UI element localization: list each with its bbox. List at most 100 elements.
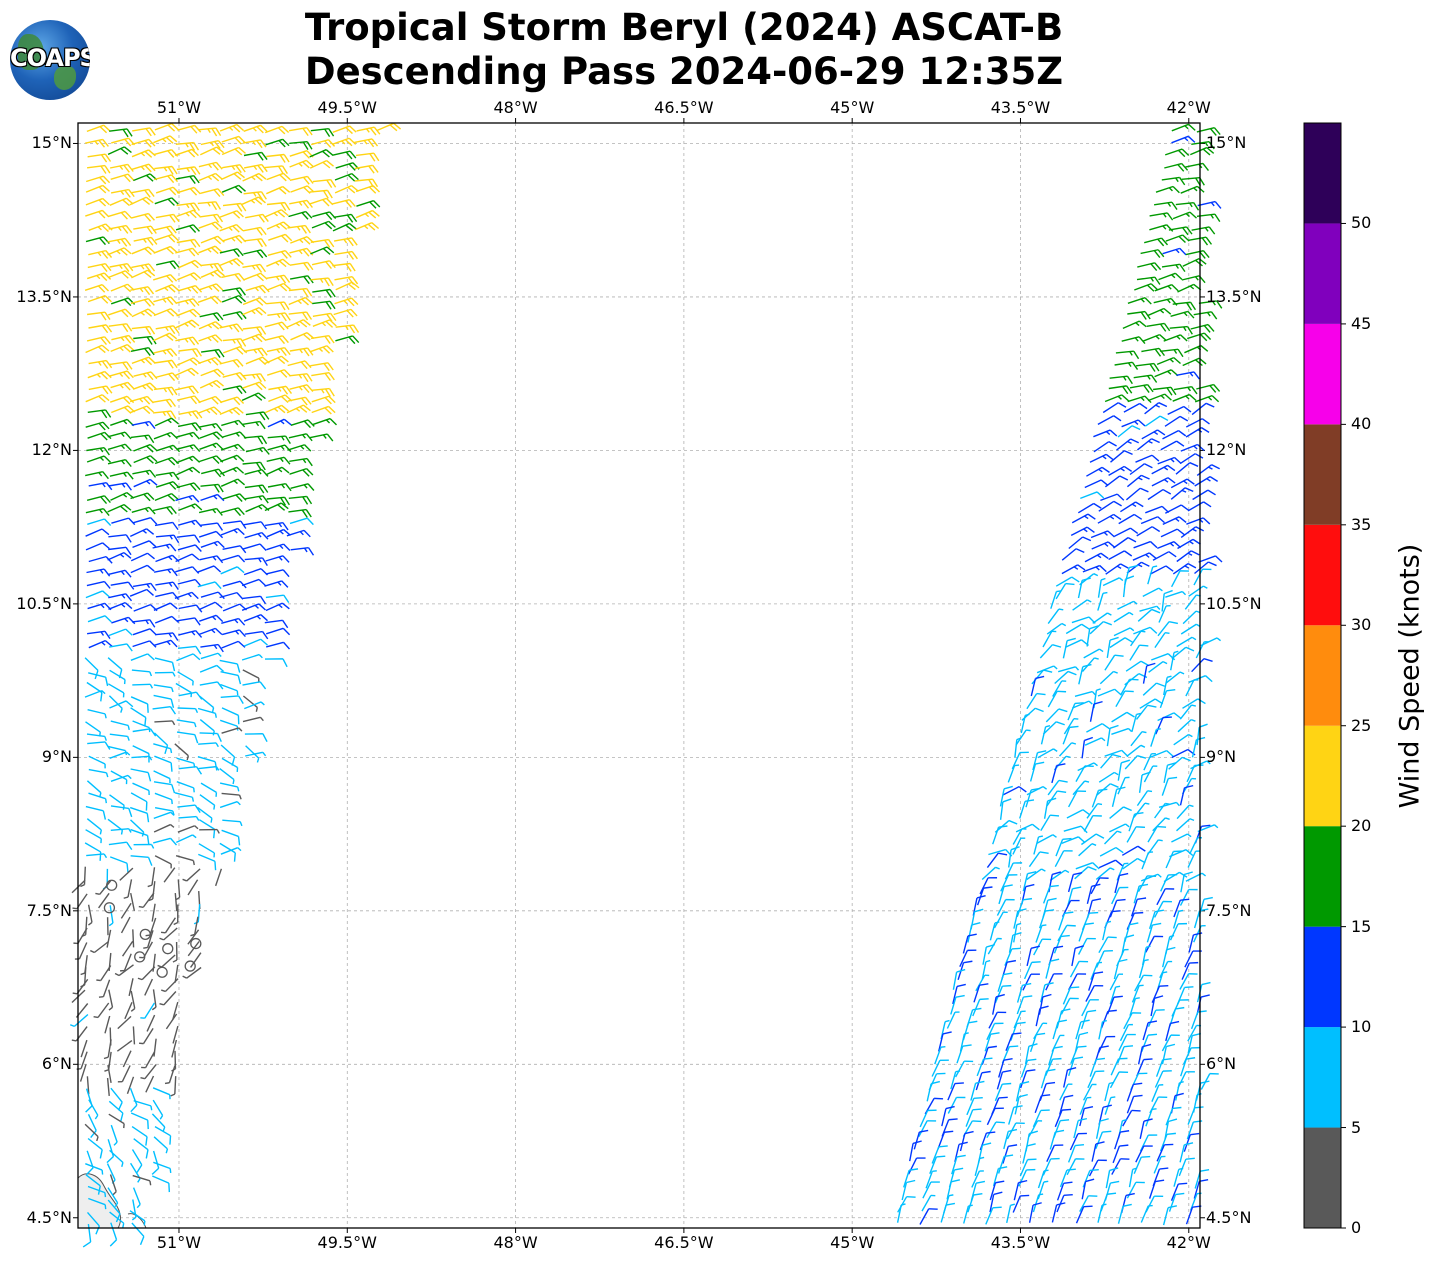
barb-full-feather	[1095, 833, 1105, 839]
barb-full-feather	[1167, 477, 1176, 484]
wind-barb	[107, 210, 132, 220]
barb-full-feather	[967, 949, 977, 952]
wind-barb	[131, 356, 156, 366]
barb-staff	[354, 164, 373, 170]
barb-full-feather	[1015, 1122, 1025, 1125]
barb-half-feather	[1038, 835, 1044, 838]
wind-barb	[896, 1203, 906, 1223]
wind-barb	[1013, 908, 1027, 929]
barb-staff	[1063, 718, 1075, 735]
barb-full-feather	[148, 540, 157, 548]
wind-barb	[1127, 395, 1152, 404]
wind-barb	[130, 892, 136, 911]
barb-full-feather	[1088, 1195, 1098, 1197]
barb-staff	[1163, 765, 1169, 784]
barb-staff	[122, 1050, 132, 1068]
barb-staff	[1108, 385, 1127, 390]
wind-barb	[1177, 718, 1196, 733]
barb-staff	[132, 628, 151, 636]
barb-staff	[1100, 1011, 1109, 1029]
barb-full-feather	[1187, 326, 1193, 335]
barb-full-feather	[1199, 908, 1209, 912]
barb-half-feather	[1073, 566, 1079, 570]
barb-full-feather	[1036, 692, 1046, 696]
barb-half-feather	[215, 766, 220, 771]
barb-staff	[1082, 1170, 1091, 1188]
barb-half-feather	[188, 496, 193, 501]
barb-staff	[1171, 646, 1187, 660]
barb-full-feather	[280, 313, 287, 322]
barb-staff	[108, 593, 127, 599]
barb-staff	[214, 868, 223, 887]
wind-barb	[1122, 857, 1146, 870]
wind-barb	[266, 282, 291, 292]
barb-staff	[989, 1194, 995, 1213]
barb-full-feather	[1189, 211, 1197, 219]
barb-full-feather	[1179, 177, 1186, 186]
barb-full-feather	[283, 594, 290, 603]
wind-barb	[1063, 1066, 1077, 1088]
wind-barb	[133, 455, 158, 464]
barb-full-feather	[256, 274, 264, 282]
wind-barb	[1175, 1081, 1184, 1101]
barb-staff	[130, 990, 136, 1009]
wind-barb	[1040, 814, 1060, 831]
barb-staff	[131, 1149, 143, 1166]
wind-barb	[1075, 765, 1094, 782]
barb-staff	[110, 173, 129, 180]
barb-half-feather	[1086, 599, 1092, 603]
barb-half-feather	[1042, 1022, 1048, 1025]
barb-staff	[1111, 711, 1128, 723]
barb-half-feather	[1189, 202, 1193, 208]
barb-full-feather	[1168, 620, 1179, 625]
barb-full-feather	[324, 335, 331, 344]
barb-full-feather	[165, 399, 173, 408]
wind-barb	[1002, 1144, 1018, 1164]
barb-full-feather	[1115, 846, 1124, 854]
barb-full-feather	[236, 248, 244, 257]
wind-barb	[130, 855, 153, 866]
barb-staff	[121, 940, 134, 957]
wind-barb	[88, 385, 113, 395]
barb-half-feather	[140, 359, 146, 364]
barb-half-feather	[304, 547, 308, 553]
barb-staff	[310, 334, 329, 340]
barb-staff	[286, 404, 304, 414]
barb-full-feather	[126, 323, 133, 332]
barb-full-feather	[1164, 1143, 1174, 1146]
wind-barb	[176, 395, 201, 405]
barb-full-feather	[304, 297, 313, 304]
barb-full-feather	[120, 148, 129, 155]
barb-staff	[221, 727, 240, 734]
barb-full-feather	[348, 137, 357, 145]
barb-full-feather	[1107, 936, 1117, 939]
barb-full-feather	[1046, 1081, 1056, 1085]
barb-staff	[997, 1156, 1005, 1174]
wind-barb	[1029, 1032, 1046, 1053]
wind-barb	[312, 288, 336, 298]
barb-half-feather	[97, 251, 102, 257]
barb-staff	[242, 595, 261, 600]
barb-full-feather	[167, 360, 174, 369]
barb-staff	[1154, 1070, 1164, 1088]
wind-barb	[1149, 1096, 1168, 1114]
barb-full-feather	[216, 312, 224, 321]
barb-full-feather	[1156, 682, 1166, 687]
wind-barb	[1097, 513, 1122, 524]
wind-barb	[970, 1080, 985, 1101]
barb-staff	[268, 233, 286, 241]
barb-half-feather	[260, 701, 265, 706]
barb-staff	[161, 954, 176, 968]
barb-staff	[1164, 162, 1182, 169]
barb-full-feather	[188, 248, 196, 257]
wind-barb	[120, 916, 131, 934]
barb-staff	[1186, 765, 1196, 783]
wind-barb	[154, 456, 179, 466]
barb-full-feather	[170, 762, 173, 772]
barb-half-feather	[119, 384, 124, 389]
wind-barb	[1192, 489, 1216, 501]
barb-staff	[1084, 479, 1102, 489]
barb-full-feather	[167, 166, 174, 175]
wind-barb	[1124, 922, 1139, 943]
barb-staff	[1013, 910, 1019, 929]
